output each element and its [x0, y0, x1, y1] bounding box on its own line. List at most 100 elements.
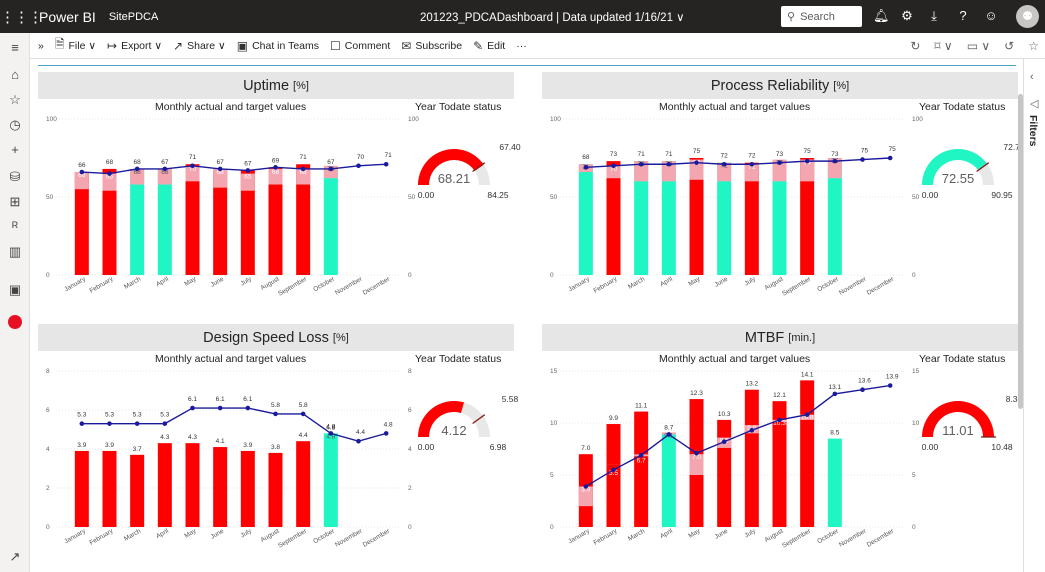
filters-pane[interactable]: ‹ ◁ Filters	[1018, 59, 1045, 572]
bookmark-icon[interactable]: ⌑ ∨	[934, 39, 953, 53]
target-point	[107, 171, 112, 176]
help-icon[interactable]: ?	[959, 8, 967, 23]
home-icon[interactable]: ⌂	[11, 67, 19, 82]
y2-tick-label: 0	[912, 272, 916, 279]
target-point	[583, 484, 589, 489]
month-label: September	[781, 527, 813, 549]
bar-target-segment	[102, 173, 117, 191]
panel-title-unit: [%]	[293, 79, 309, 92]
toolbar-file-button[interactable]: 🗎 File ∨	[55, 35, 96, 56]
target-line-label: 71	[638, 151, 646, 158]
bar-actual	[323, 433, 338, 527]
view-icon[interactable]: ▭ ∨	[966, 39, 991, 53]
reload-icon[interactable]: ↺	[1004, 39, 1015, 53]
bar-target-segment	[689, 454, 704, 475]
waffle-icon[interactable]: ⋮⋮⋮	[0, 8, 43, 26]
feedback-smiley-icon[interactable]: ☺	[984, 8, 998, 23]
chart-svg[interactable]: 0055101015153.97.05.59.96.711.19.17.012.…	[542, 324, 1023, 562]
notifications-icon[interactable]: 🔔︎	[873, 8, 890, 23]
month-label: November	[838, 527, 868, 548]
panel-uptime[interactable]: Uptime [%] Monthly actual and target value…	[38, 72, 521, 310]
panel-process-reliability[interactable]: Process Reliability [%] Monthly actual and…	[542, 72, 1025, 310]
chart-svg[interactable]: 0 0 2 2 4 4 6 6 8 8 3.9 3.9 3.7 4.3 4.3 4.1 3.9 3.8 4.4 4.8…	[38, 324, 519, 562]
target-point	[273, 165, 278, 170]
target-point	[694, 450, 699, 456]
edit-icon: ✎	[473, 38, 484, 53]
panel-design-speed-loss[interactable]: Design Speed Loss [%] Monthly actual and t…	[38, 324, 519, 562]
month-label: February	[592, 275, 619, 294]
workspaces-icon[interactable]: ▣	[8, 282, 22, 297]
target-point	[749, 161, 755, 167]
search-box[interactable]: ⚲ Search	[781, 6, 862, 27]
target-point	[190, 163, 195, 169]
panel-title: Design Speed Loss [%]	[38, 324, 514, 351]
toolbar-edit-button[interactable]: ✎ Edit	[473, 35, 505, 56]
month-label: February	[88, 275, 115, 294]
toolbar-more-button[interactable]: ···	[516, 35, 527, 56]
gauge-fill	[922, 149, 988, 185]
shared-with-me-icon[interactable]: ᴿ	[12, 219, 18, 234]
panel-mtbf[interactable]: MTBF [min.] Monthly actual and target valu…	[542, 324, 1023, 562]
month-label: May	[687, 527, 702, 540]
bar-value-label: 8.5	[830, 430, 839, 437]
toolbar-subscribe-button[interactable]: ✉ Subscribe	[401, 35, 462, 56]
target-line-label: 71	[189, 154, 197, 161]
bar-target-segment	[689, 159, 704, 180]
filter-funnel-icon[interactable]: ◁	[1030, 98, 1039, 110]
bar-actual	[102, 450, 117, 527]
target-line-label: 68	[134, 159, 142, 166]
bar-actual	[827, 178, 842, 275]
report-title[interactable]: 201223_PDCADashboard | Data updated 1/16…	[420, 12, 685, 24]
bar-value-label: 10.3	[718, 411, 731, 418]
power-bi-brand[interactable]: Power BI	[39, 8, 96, 25]
bar-actual	[185, 443, 200, 527]
expand-nav-icon[interactable]: »	[38, 39, 44, 52]
recent-clock-icon[interactable]: ◷	[9, 117, 21, 132]
month-label: June	[209, 527, 225, 540]
month-label: August	[763, 528, 784, 544]
datasets-cylinder-icon[interactable]: ⛁	[9, 169, 21, 184]
chart-svg[interactable]: 0 0 50 50 100 100 66 65 68 68 70 68 65 68 68 70 66 68 68 67…	[38, 72, 521, 310]
apps-icon[interactable]: ⊞	[9, 194, 21, 209]
workspace-badge[interactable]	[8, 315, 22, 329]
panel-title-text: Process Reliability	[710, 77, 830, 94]
favorite-star-icon[interactable]: ☆	[1028, 39, 1039, 53]
chart-svg[interactable]: 0050501001007170737374727174747568737171…	[542, 72, 1025, 310]
scrollbar[interactable]	[1018, 94, 1023, 409]
target-point	[356, 438, 361, 444]
target-point	[107, 421, 112, 426]
gauge-target: 8.38	[1006, 394, 1023, 404]
learn-book-icon[interactable]: ▥	[8, 244, 22, 259]
target-point	[79, 421, 85, 426]
share-icon: ↗	[173, 38, 184, 53]
toolbar-chat-in-teams-button[interactable]: ▣ Chat in Teams	[237, 35, 319, 56]
collapse-chevron-icon[interactable]: ‹	[1030, 71, 1034, 83]
month-label: December	[362, 527, 392, 548]
bar-target-segment	[185, 165, 200, 182]
filters-label[interactable]: Filters	[1027, 115, 1039, 147]
panel-title-text: Uptime	[243, 77, 290, 94]
gauge-value: 11.01	[942, 423, 974, 438]
segment-label: 6.7	[637, 457, 646, 464]
create-plus-icon[interactable]: +	[11, 142, 19, 157]
bar-actual	[661, 181, 676, 275]
favorites-star-icon[interactable]: ☆	[9, 92, 21, 107]
gauge-min: 0.00	[418, 442, 435, 452]
toolbar-comment-button[interactable]: ☐ Comment	[330, 35, 390, 56]
toolbar-export-button[interactable]: ↦ Export ∨	[107, 35, 162, 56]
avatar[interactable]: ⚉	[1016, 5, 1039, 28]
toolbar-share-button[interactable]: ↗ Share ∨	[173, 35, 226, 56]
refresh-icon[interactable]: ↻	[910, 39, 921, 53]
bar-target-segment	[74, 172, 89, 190]
target-line-label: 5.3	[160, 412, 169, 419]
hamburger-menu-icon[interactable]: ≡	[11, 40, 19, 55]
download-icon[interactable]: ⤓	[931, 8, 937, 23]
target-line-label: 6.1	[216, 396, 225, 403]
workspace-name[interactable]: SitePDCA	[108, 10, 159, 23]
expand-arrow-icon[interactable]: ↗	[9, 549, 21, 564]
month-label: January	[567, 275, 591, 293]
bar-target-segment	[578, 486, 593, 507]
bar-target-segment	[744, 164, 759, 182]
settings-gear-icon[interactable]: ⚙	[901, 8, 913, 23]
